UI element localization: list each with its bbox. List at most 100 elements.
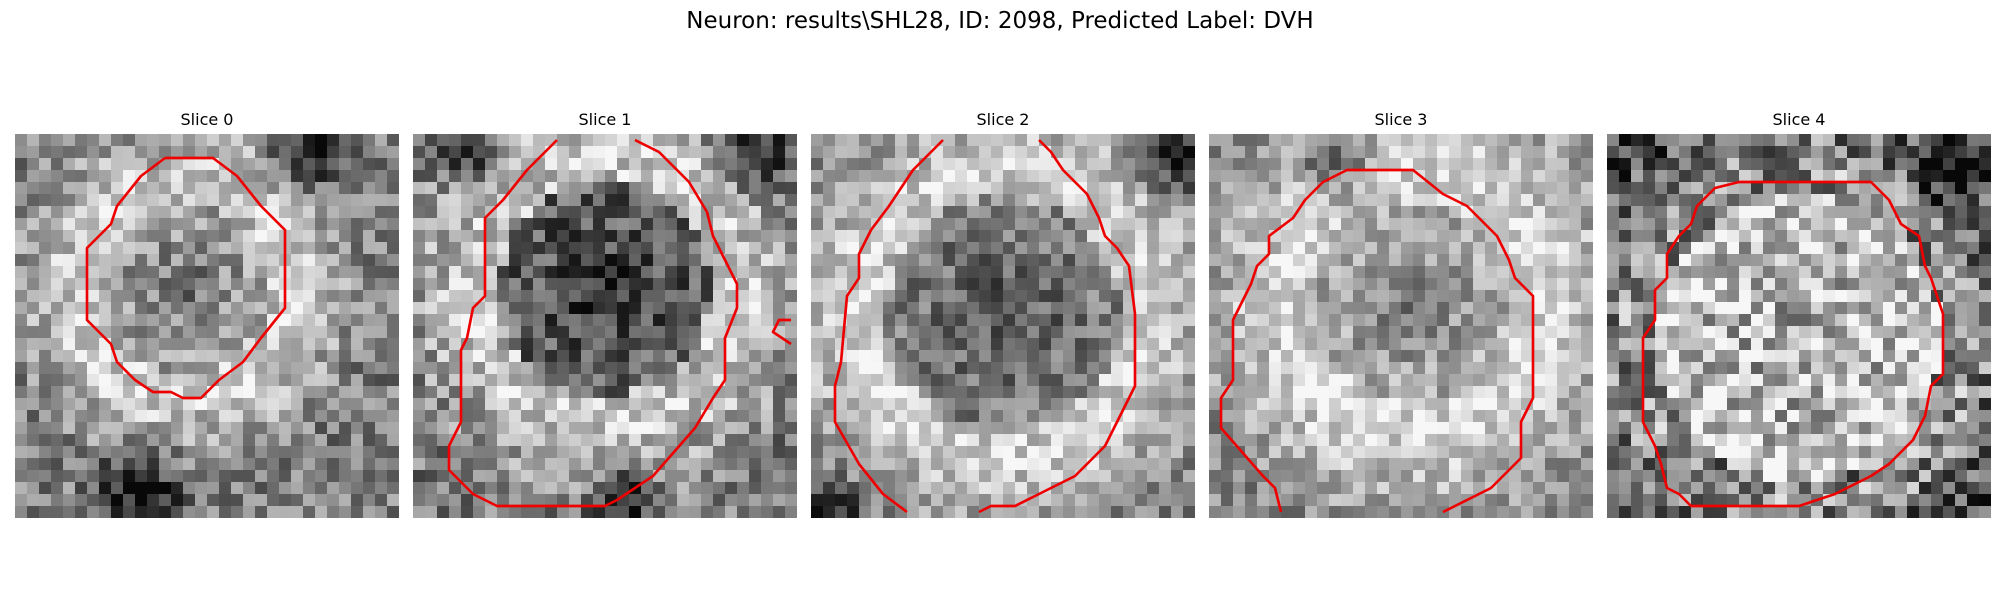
image-pixel	[1545, 494, 1558, 507]
image-pixel	[183, 134, 196, 147]
image-pixel	[255, 146, 268, 159]
image-pixel	[1245, 494, 1258, 507]
image-pixel	[943, 434, 956, 447]
image-pixel	[1269, 410, 1282, 423]
image-pixel	[1919, 446, 1932, 459]
image-pixel	[1123, 470, 1136, 483]
image-pixel	[569, 494, 582, 507]
image-pixel	[413, 266, 426, 279]
image-pixel	[147, 362, 160, 375]
image-pixel	[785, 494, 797, 507]
image-pixel	[811, 254, 824, 267]
image-pixel	[75, 422, 88, 435]
image-pixel	[1655, 146, 1668, 159]
image-pixel	[195, 494, 208, 507]
image-pixel	[1739, 434, 1752, 447]
image-pixel	[497, 158, 510, 171]
image-pixel	[569, 134, 582, 147]
image-pixel	[1389, 170, 1402, 183]
image-pixel	[1967, 326, 1980, 339]
image-pixel	[883, 218, 896, 231]
image-pixel	[991, 134, 1004, 147]
image-pixel	[449, 482, 462, 495]
image-pixel	[1075, 326, 1088, 339]
image-pixel	[449, 254, 462, 267]
image-pixel	[811, 158, 824, 171]
image-pixel	[1317, 422, 1330, 435]
image-pixel	[593, 386, 606, 399]
image-pixel	[1449, 482, 1462, 495]
image-pixel	[363, 386, 376, 399]
image-pixel	[1557, 230, 1570, 243]
image-pixel	[641, 182, 654, 195]
image-pixel	[847, 374, 860, 387]
image-pixel	[629, 266, 642, 279]
image-pixel	[1943, 218, 1956, 231]
image-pixel	[1557, 302, 1570, 315]
image-pixel	[123, 314, 136, 327]
image-pixel	[111, 506, 124, 518]
image-pixel	[605, 302, 618, 315]
image-pixel	[665, 386, 678, 399]
image-pixel	[425, 230, 438, 243]
image-pixel	[1859, 350, 1872, 363]
image-pixel	[1835, 314, 1848, 327]
image-pixel	[1365, 434, 1378, 447]
image-pixel	[773, 242, 786, 255]
image-pixel	[1281, 182, 1294, 195]
image-pixel	[955, 494, 968, 507]
image-pixel	[943, 278, 956, 291]
image-pixel	[351, 278, 364, 291]
image-pixel	[979, 494, 992, 507]
image-pixel	[1655, 386, 1668, 399]
image-pixel	[87, 194, 100, 207]
image-pixel	[737, 194, 750, 207]
image-pixel	[1329, 290, 1342, 303]
image-pixel	[339, 410, 352, 423]
image-pixel	[1473, 314, 1486, 327]
image-pixel	[1063, 506, 1076, 518]
image-pixel	[1847, 446, 1860, 459]
image-pixel	[437, 194, 450, 207]
image-pixel	[219, 506, 232, 518]
image-pixel	[279, 182, 292, 195]
image-pixel	[1967, 350, 1980, 363]
image-pixel	[1221, 506, 1234, 518]
image-pixel	[1245, 230, 1258, 243]
image-pixel	[1569, 290, 1582, 303]
image-pixel	[919, 326, 932, 339]
image-pixel	[1075, 302, 1088, 315]
image-pixel	[1703, 314, 1716, 327]
image-pixel	[1305, 302, 1318, 315]
image-pixel	[557, 314, 570, 327]
image-pixel	[1955, 386, 1968, 399]
image-pixel	[303, 206, 316, 219]
image-pixel	[617, 446, 630, 459]
image-pixel	[521, 302, 534, 315]
image-pixel	[1401, 206, 1414, 219]
image-pixel	[1485, 470, 1498, 483]
image-pixel	[737, 218, 750, 231]
image-pixel	[1389, 422, 1402, 435]
image-pixel	[1147, 218, 1160, 231]
image-pixel	[267, 302, 280, 315]
image-pixel	[605, 218, 618, 231]
image-pixel	[1135, 494, 1148, 507]
image-pixel	[183, 362, 196, 375]
image-pixel	[1907, 374, 1920, 387]
image-pixel	[1473, 182, 1486, 195]
image-pixel	[955, 398, 968, 411]
image-pixel	[1787, 374, 1800, 387]
image-pixel	[1401, 350, 1414, 363]
image-pixel	[967, 506, 980, 518]
image-pixel	[823, 458, 836, 471]
image-pixel	[641, 314, 654, 327]
image-pixel	[1317, 458, 1330, 471]
image-pixel	[641, 350, 654, 363]
image-pixel	[1075, 254, 1088, 267]
image-pixel	[111, 266, 124, 279]
image-pixel	[629, 506, 642, 518]
image-pixel	[207, 146, 220, 159]
image-pixel	[1883, 446, 1896, 459]
image-pixel	[87, 422, 100, 435]
